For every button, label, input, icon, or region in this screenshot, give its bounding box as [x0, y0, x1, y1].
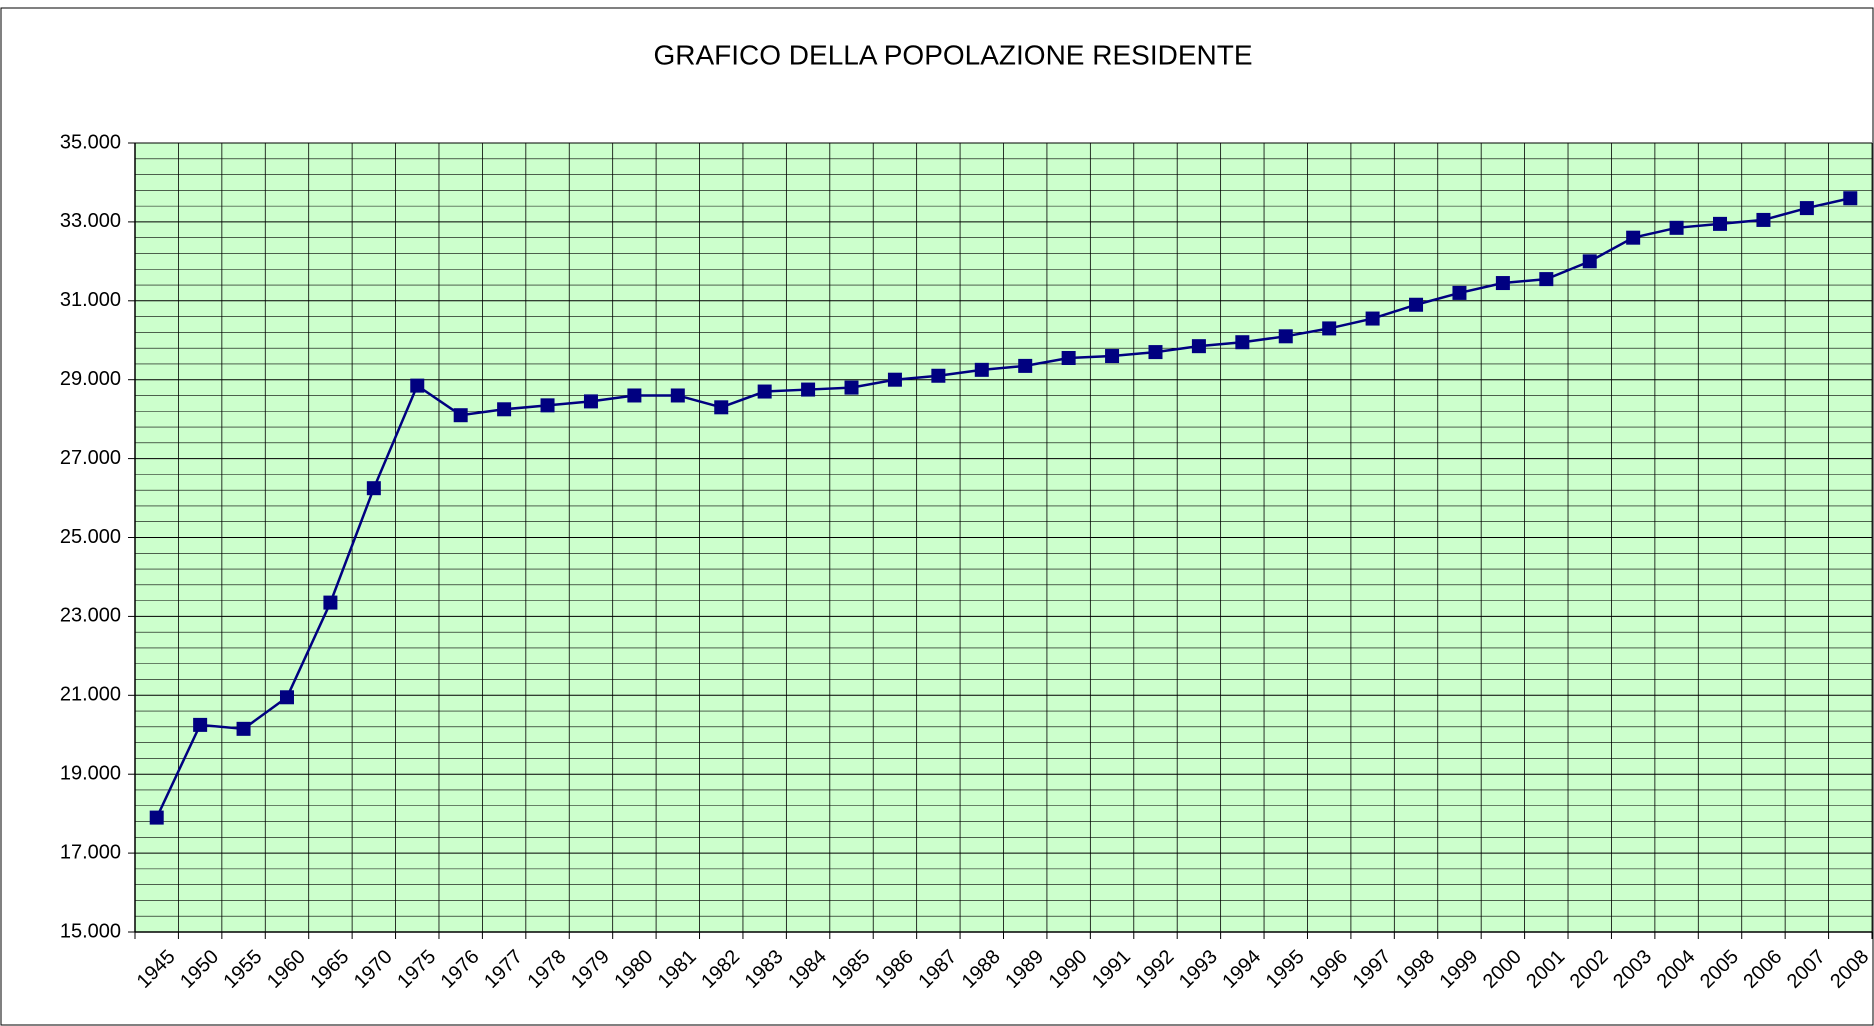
marker	[1495, 276, 1510, 291]
marker	[410, 378, 425, 393]
marker	[497, 402, 512, 417]
marker	[1756, 212, 1771, 227]
marker	[149, 810, 164, 825]
line	[155, 197, 1851, 819]
marker	[1061, 351, 1076, 366]
marker	[627, 388, 642, 403]
y-tick-label: 25.000	[60, 526, 121, 548]
y-tick-label: 21.000	[60, 684, 121, 706]
marker	[757, 384, 772, 399]
marker	[1713, 216, 1728, 231]
marker	[931, 368, 946, 383]
marker	[1148, 345, 1163, 360]
marker	[193, 717, 208, 732]
marker	[1322, 321, 1337, 336]
marker	[453, 408, 468, 423]
marker	[1539, 272, 1554, 287]
y-tick-label: 35.000	[60, 131, 121, 153]
marker	[583, 394, 598, 409]
marker	[1843, 191, 1858, 206]
y-tick-label: 19.000	[60, 762, 121, 784]
chart-title: GRAFICO DELLA POPOLAZIONE RESIDENTE	[653, 39, 1252, 70]
marker	[279, 690, 294, 705]
marker	[540, 398, 555, 413]
y-tick-label: 17.000	[60, 841, 121, 863]
marker	[236, 721, 251, 736]
marker	[974, 362, 989, 377]
marker	[1452, 285, 1467, 300]
marker	[1235, 335, 1250, 350]
marker	[323, 595, 338, 610]
marker	[1105, 349, 1120, 364]
marker	[801, 382, 816, 397]
y-tick-label: 27.000	[60, 447, 121, 469]
y-tick-label: 29.000	[60, 368, 121, 390]
marker	[1409, 297, 1424, 312]
y-tick-label: 33.000	[60, 210, 121, 232]
y-tick-label: 23.000	[60, 605, 121, 627]
marker	[1799, 201, 1814, 216]
marker	[1365, 311, 1380, 326]
marker	[1018, 358, 1033, 373]
marker	[1582, 254, 1597, 269]
marker	[1191, 339, 1206, 354]
marker	[1278, 329, 1293, 344]
marker	[670, 388, 685, 403]
marker	[887, 372, 902, 387]
y-tick-label: 15.000	[60, 920, 121, 942]
marker	[844, 380, 859, 395]
marker	[1669, 220, 1684, 235]
y-tick-label: 31.000	[60, 289, 121, 311]
marker	[714, 400, 729, 415]
marker	[366, 481, 381, 496]
marker	[1626, 230, 1641, 245]
